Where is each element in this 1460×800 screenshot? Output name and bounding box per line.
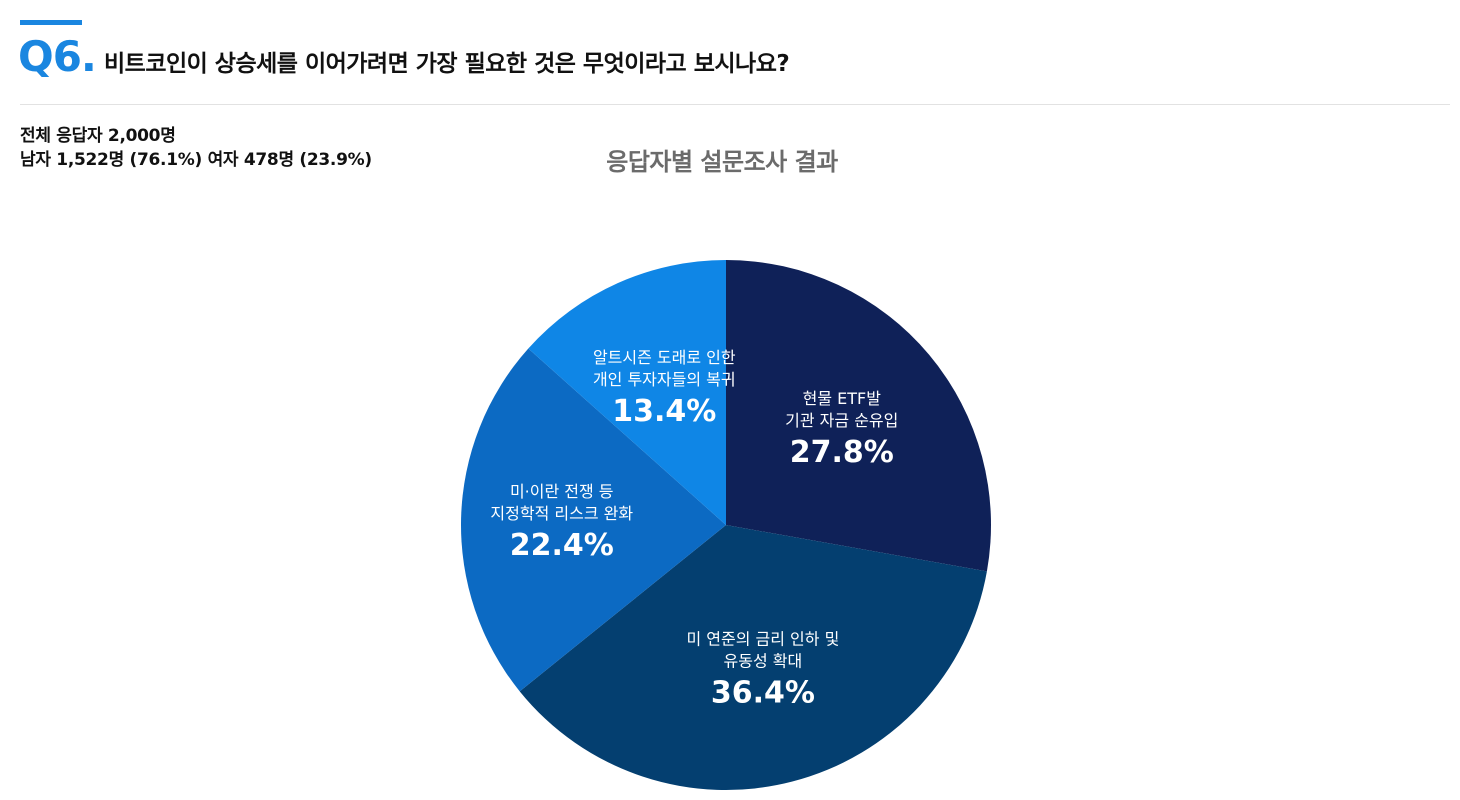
slice-value-label-1: 27.8% bbox=[790, 435, 894, 470]
slice-label-1-line-1: 현물 ETF발 bbox=[803, 389, 882, 408]
pie-slice-4 bbox=[528, 260, 726, 525]
pie-slice-2 bbox=[519, 525, 987, 790]
slice-label-4-line-1: 알트시즌 도래로 인한 bbox=[593, 348, 736, 367]
respondent-gender: 남자 1,522명 (76.1%) 여자 478명 (23.9%) bbox=[20, 150, 372, 170]
slice-label-4-line-2: 개인 투자자들의 복귀 bbox=[593, 370, 736, 389]
header-divider bbox=[20, 104, 1450, 105]
slice-value-label-4: 13.4% bbox=[612, 394, 716, 429]
slice-value-label-3: 22.4% bbox=[510, 528, 614, 563]
pie-slice-1 bbox=[726, 260, 992, 572]
slice-label-3-line-2: 지정학적 리스크 완화 bbox=[490, 504, 633, 523]
accent-bar bbox=[20, 20, 82, 25]
slice-value-label-2: 36.4% bbox=[711, 676, 815, 711]
question-text: 비트코인이 상승세를 이어가려면 가장 필요한 것은 무엇이라고 보시나요? bbox=[104, 51, 790, 77]
pie-slice-3 bbox=[461, 348, 726, 692]
question-number: Q6. bbox=[18, 32, 97, 81]
slice-label-3-line-1: 미·이란 전쟁 등 bbox=[510, 482, 614, 501]
slice-label-2-line-2: 유동성 확대 bbox=[724, 652, 803, 671]
respondent-total: 전체 응답자 2,000명 bbox=[20, 126, 176, 146]
slice-label-2-line-1: 미 연준의 금리 인하 및 bbox=[686, 630, 839, 649]
slice-label-1-line-2: 기관 자금 순유입 bbox=[785, 411, 898, 430]
chart-title: 응답자별 설문조사 결과 bbox=[606, 148, 838, 176]
respondent-stats: 전체 응답자 2,000명 남자 1,522명 (76.1%) 여자 478명 … bbox=[20, 124, 372, 172]
